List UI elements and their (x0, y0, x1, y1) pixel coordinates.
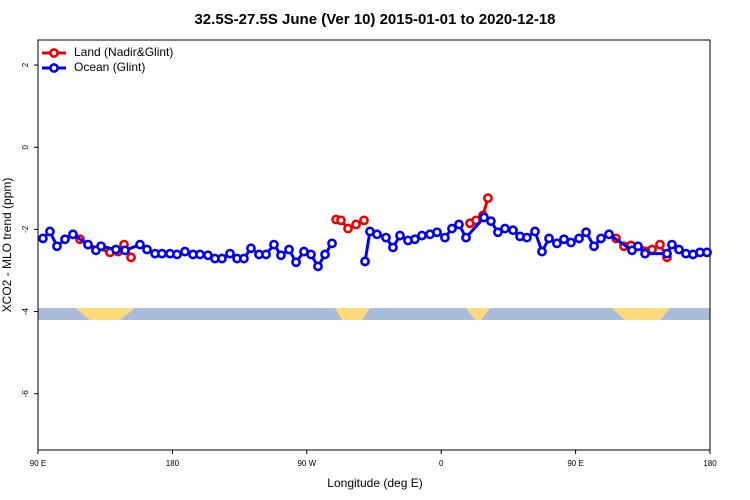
point (702, 247, 712, 258)
y-axis-label: XCO2 - MLO trend (ppm) (0, 178, 14, 313)
point (574, 233, 584, 244)
point (120, 245, 130, 256)
point (291, 257, 301, 268)
point (52, 241, 62, 252)
point (343, 223, 353, 234)
point (336, 215, 346, 226)
legend-label: Ocean (Glint) (74, 60, 145, 74)
point (566, 237, 576, 248)
point (508, 225, 518, 236)
point (581, 227, 591, 238)
point (440, 232, 450, 243)
point (604, 229, 614, 240)
y-tick-label: -6 (21, 390, 30, 398)
point (640, 248, 650, 259)
point (530, 226, 540, 237)
point (493, 227, 503, 238)
point (522, 232, 532, 243)
point (172, 249, 182, 260)
point (261, 249, 271, 260)
point (359, 215, 369, 226)
y-tick-label: -4 (21, 307, 30, 315)
point (126, 252, 136, 263)
point (633, 241, 643, 252)
x-tick-label: 0 (439, 459, 444, 468)
point (500, 223, 510, 234)
point (372, 229, 382, 240)
point (432, 227, 442, 238)
point (135, 239, 145, 250)
plot-frame (37, 39, 711, 451)
x-axis-label: Longitude (deg E) (327, 476, 422, 490)
y-tick-label: 0 (21, 144, 30, 149)
point (395, 230, 405, 241)
point (388, 242, 398, 253)
point (180, 246, 190, 257)
point (351, 219, 361, 230)
point (454, 219, 464, 230)
point (381, 232, 391, 243)
point (320, 249, 330, 260)
legend-label: Land (Nadir&Glint) (74, 45, 173, 59)
legend-marker (49, 63, 59, 73)
point (225, 248, 235, 259)
point (327, 238, 337, 249)
point (284, 244, 294, 255)
point (596, 233, 606, 244)
point (45, 226, 55, 237)
point (662, 248, 672, 259)
point (83, 239, 93, 250)
point (479, 212, 489, 223)
x-tick-label: 90 E (30, 459, 46, 468)
point (417, 230, 427, 241)
point (486, 216, 496, 227)
point (313, 261, 323, 272)
point (239, 253, 249, 264)
x-tick-label: 180 (703, 459, 717, 468)
y-tick-label: 2 (21, 62, 30, 67)
point (667, 239, 677, 250)
point (96, 241, 106, 252)
point (674, 244, 684, 255)
point (461, 232, 471, 243)
point (483, 193, 493, 204)
x-tick-label: 90 W (297, 459, 316, 468)
point (655, 239, 665, 250)
legend-marker (49, 48, 59, 58)
land-ocean-band (38, 308, 710, 320)
point (360, 256, 370, 267)
point (217, 253, 227, 264)
point (276, 250, 286, 261)
point (111, 244, 121, 255)
point (410, 234, 420, 245)
point (157, 248, 167, 259)
point (537, 246, 547, 257)
point (60, 234, 70, 245)
y-tick-label: -2 (21, 225, 30, 233)
point (589, 241, 599, 252)
point (447, 223, 457, 234)
x-tick-label: 90 E (567, 459, 583, 468)
point (142, 244, 152, 255)
point (246, 243, 256, 254)
point (306, 249, 316, 260)
point (68, 229, 78, 240)
point (544, 233, 554, 244)
chart-title: 32.5S-27.5S June (Ver 10) 2015-01-01 to … (194, 11, 555, 28)
x-tick-label: 180 (166, 459, 180, 468)
point (195, 249, 205, 260)
point (38, 233, 48, 244)
point (552, 238, 562, 249)
series-line (79, 197, 669, 259)
point (269, 239, 279, 250)
